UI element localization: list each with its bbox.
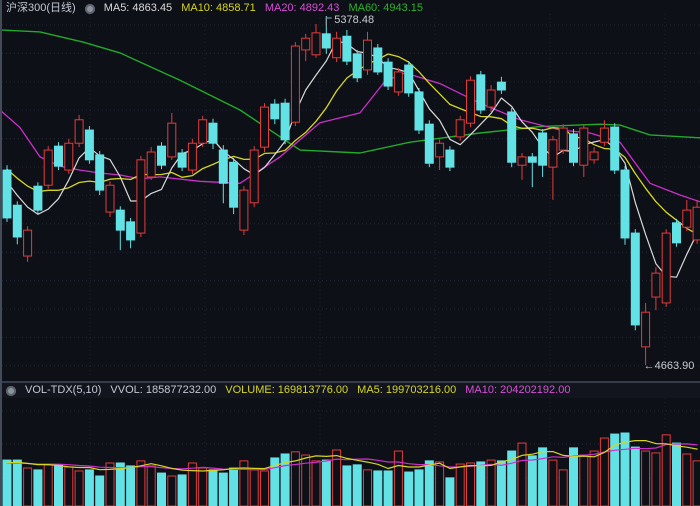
ma60-readout: MA60: 4943.15: [348, 2, 424, 14]
price-header: 沪深300(日线) MA5: 4863.45 MA10: 4858.71 MA2…: [6, 2, 423, 15]
pane-divider: [0, 381, 700, 383]
volume-chart-canvas[interactable]: [0, 398, 700, 506]
volume-readout: VOLUME: 169813776.00: [225, 384, 349, 396]
volume-indicator-name: VOL-TDX(5,10): [25, 384, 102, 396]
volume-header: VOL-TDX(5,10) VVOL: 185877232.00 VOLUME:…: [0, 383, 700, 398]
vol-ma10-readout: MA10: 204202192.00: [465, 384, 571, 396]
price-chart-canvas[interactable]: 5378.48 ←4663.90: [0, 0, 700, 381]
price-pane[interactable]: 5378.48 ←4663.90 沪深300(日线) MA5: 4863.45 M…: [0, 0, 700, 381]
window-left-border: [0, 0, 2, 506]
indicator-settings-icon[interactable]: [84, 3, 95, 14]
ma5-readout: MA5: 4863.45: [103, 2, 173, 14]
ma10-readout: MA10: 4858.71: [181, 2, 256, 14]
volume-pane[interactable]: [0, 398, 700, 506]
vol-ma5-readout: MA5: 199703216.00: [357, 384, 457, 396]
volume-settings-icon[interactable]: [6, 385, 16, 396]
high-price-label: 5378.48: [334, 14, 374, 26]
symbol-title: 沪深300(日线): [6, 2, 76, 14]
volume-ma-layer: [6, 439, 698, 472]
candles-layer: [2, 16, 700, 365]
low-price-label: ←4663.90: [644, 360, 695, 372]
volume-bars-layer: [2, 432, 700, 506]
ma20-readout: MA20: 4892.43: [264, 2, 340, 14]
vvol-readout: VVOL: 185877232.00: [110, 384, 217, 396]
annotations-layer: 5378.48 ←4663.90: [325, 14, 695, 372]
